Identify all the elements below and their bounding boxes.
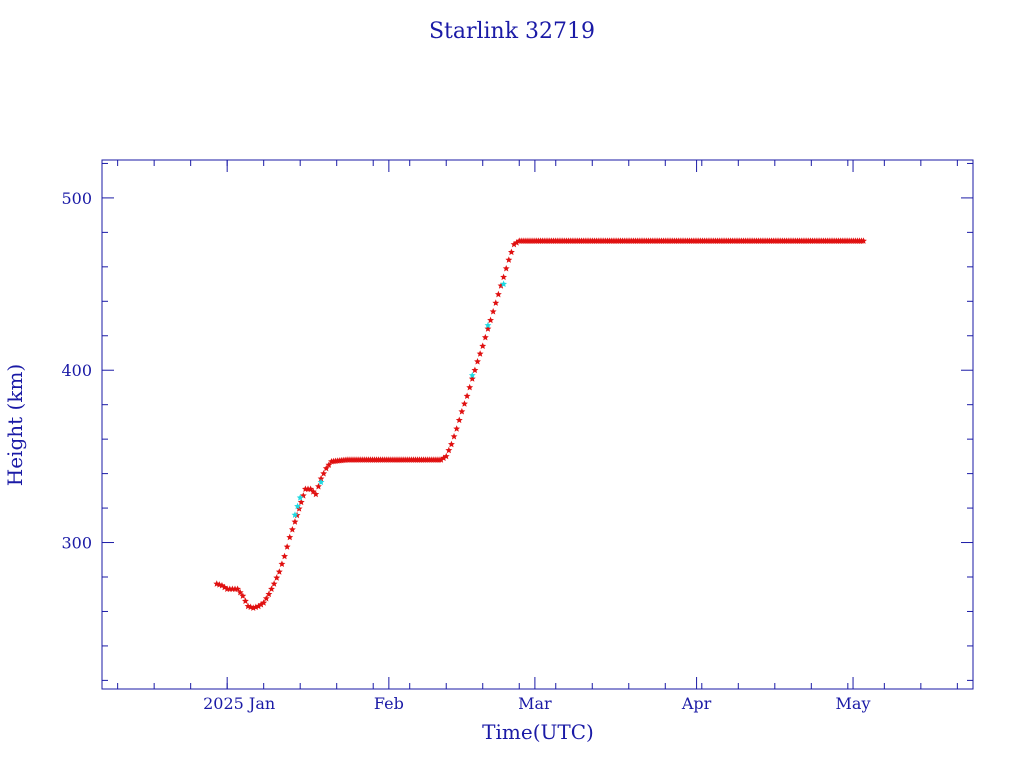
plot-frame bbox=[101, 159, 974, 690]
y-axis-label: Height (km) bbox=[3, 364, 27, 486]
x-tick-label: Apr bbox=[681, 694, 712, 713]
data-point-cyan bbox=[291, 511, 299, 518]
data-point-red bbox=[265, 590, 273, 598]
data-point-red bbox=[500, 273, 508, 281]
data-point-red bbox=[455, 416, 463, 424]
data-point-red bbox=[445, 446, 453, 454]
data-point-red bbox=[484, 325, 492, 332]
data-point-red bbox=[479, 342, 487, 350]
data-point-red bbox=[461, 400, 468, 407]
data-point-red bbox=[234, 585, 242, 592]
data-point-cyan bbox=[317, 478, 325, 486]
data-point-red bbox=[502, 264, 510, 272]
data-point-red bbox=[487, 316, 494, 324]
data-point-red bbox=[505, 256, 513, 263]
data-point-red bbox=[257, 600, 265, 608]
data-point-red bbox=[320, 470, 328, 477]
data-point-red bbox=[260, 599, 268, 606]
data-point-cyan bbox=[294, 502, 302, 510]
data-point-red bbox=[513, 239, 521, 246]
data-point-red bbox=[440, 454, 448, 462]
data-point-red bbox=[325, 461, 333, 468]
data-point-red bbox=[860, 237, 867, 244]
data-point-red bbox=[291, 518, 299, 525]
x-tick-label: Feb bbox=[374, 694, 404, 713]
data-point-red bbox=[297, 498, 305, 506]
tick-labels: 300 400 500 2025 Jan Feb Mar Apr May bbox=[61, 189, 870, 713]
chart-title: Starlink 32719 bbox=[429, 19, 595, 44]
data-point-red bbox=[489, 308, 497, 315]
data-point-red bbox=[476, 350, 484, 357]
data-point-red bbox=[463, 392, 471, 399]
y-tick-label: 500 bbox=[61, 189, 92, 208]
tick-marks bbox=[102, 160, 973, 689]
data-point-red bbox=[494, 290, 502, 298]
x-axis-label: Time(UTC) bbox=[482, 720, 594, 744]
data-point-red bbox=[458, 407, 466, 415]
data-point-cyan bbox=[484, 321, 492, 329]
data-point-red bbox=[273, 574, 281, 581]
data-point-red bbox=[453, 425, 461, 432]
data-point-red bbox=[510, 240, 518, 248]
data-point-red bbox=[497, 282, 505, 289]
data-point-red bbox=[236, 588, 244, 596]
data-point-cyan bbox=[500, 280, 508, 287]
data-point-red bbox=[474, 358, 481, 365]
data-point-red bbox=[492, 299, 500, 306]
data-point-red bbox=[281, 552, 288, 560]
x-tick-label: May bbox=[836, 694, 871, 713]
data-points bbox=[213, 237, 867, 611]
data-point-red bbox=[471, 366, 479, 374]
data-point-red bbox=[286, 533, 294, 541]
x-tick-label: Mar bbox=[518, 694, 552, 713]
data-point-red bbox=[288, 526, 296, 533]
data-point-red bbox=[466, 383, 474, 391]
data-point-red bbox=[242, 597, 249, 605]
data-point-red bbox=[481, 333, 489, 341]
y-tick-label: 300 bbox=[61, 534, 92, 553]
data-point-red bbox=[508, 248, 515, 256]
data-point-red bbox=[312, 490, 320, 498]
data-point-cyan bbox=[296, 494, 304, 501]
data-point-red bbox=[448, 440, 455, 448]
data-point-red bbox=[255, 602, 262, 610]
data-point-red bbox=[317, 475, 325, 482]
data-point-red bbox=[239, 592, 247, 599]
data-point-red bbox=[315, 482, 322, 490]
x-tick-label: 2025 Jan bbox=[203, 694, 275, 713]
data-point-red bbox=[275, 568, 283, 575]
data-point-red bbox=[450, 432, 458, 440]
data-point-red bbox=[268, 585, 275, 592]
data-point-cyan bbox=[468, 371, 476, 379]
data-point-red bbox=[262, 594, 270, 602]
data-point-red bbox=[278, 560, 286, 567]
data-point-red bbox=[468, 375, 476, 382]
data-point-red bbox=[442, 452, 450, 460]
data-point-red bbox=[322, 464, 330, 472]
data-point-red bbox=[437, 456, 445, 463]
y-tick-label: 400 bbox=[61, 361, 92, 380]
data-point-red bbox=[270, 580, 278, 587]
data-point-red bbox=[283, 543, 291, 550]
